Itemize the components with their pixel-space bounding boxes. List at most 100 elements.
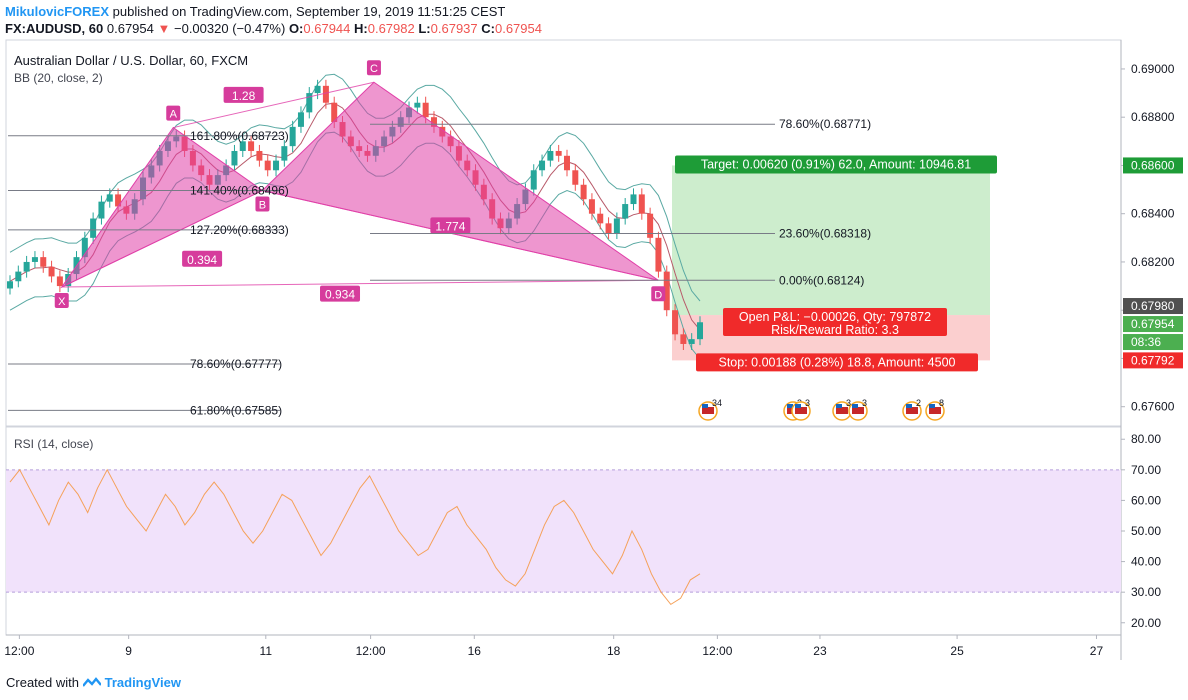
candle — [56, 270, 63, 293]
price-tick-label: 0.68800 — [1131, 110, 1175, 124]
candle — [306, 87, 313, 119]
economic-events[interactable]: 34333328 — [698, 398, 945, 421]
harmonic-triangle — [261, 81, 659, 281]
open-label: O: — [288, 21, 304, 36]
target-label: Target: 0.00620 (0.91%) 62.0, Amount: 10… — [675, 155, 997, 174]
fib-label: 23.60%(0.68318) — [779, 226, 871, 240]
candle — [264, 154, 271, 177]
low-value: 0.67937 — [430, 21, 478, 36]
position-profit-zone[interactable] — [672, 165, 990, 316]
event-flag-icon[interactable]: 34 — [698, 398, 722, 421]
candle — [597, 207, 604, 230]
candle — [273, 154, 280, 177]
candle — [414, 96, 421, 114]
candle — [15, 265, 22, 288]
bb-upper-line — [9, 73, 701, 302]
svg-text:8: 8 — [939, 398, 944, 408]
rsi-tick-label: 50.00 — [1131, 524, 1161, 538]
time-tick-label: 18 — [607, 644, 621, 658]
price-tag: 08:36 — [1123, 334, 1183, 351]
svg-text:0.67792: 0.67792 — [1131, 353, 1175, 367]
rsi-tick-label: 60.00 — [1131, 493, 1161, 507]
candle — [580, 178, 587, 206]
candle — [655, 231, 662, 278]
svg-text:3: 3 — [805, 398, 810, 408]
close-value: 0.67954 — [494, 21, 542, 36]
price-tags: 0.68600 0.67980 0.67954 08:36 0.67792 — [1123, 157, 1183, 369]
time-tick-label: 9 — [125, 644, 132, 658]
bb-legend: BB (20, close, 2) — [14, 71, 103, 85]
rsi-series — [9, 468, 701, 606]
last-price: 0.67954 — [106, 21, 154, 36]
svg-text:Open P&L: −0.00026, Qty: 79787: Open P&L: −0.00026, Qty: 797872 — [739, 310, 931, 324]
fibonacci-levels: 161.80%(0.68723) 141.40%(0.68496) 127.20%(… — [8, 117, 871, 417]
tradingview-brand[interactable]: TradingView — [104, 675, 181, 690]
event-flag-icon[interactable]: 2 — [902, 398, 922, 421]
svg-text:3: 3 — [846, 398, 851, 408]
candle — [572, 164, 579, 191]
publish-header: MikulovicFOREX published on TradingView.… — [5, 4, 505, 19]
candle — [613, 212, 620, 240]
time-tick-label: 11 — [260, 644, 273, 658]
event-flag-icon[interactable]: 3 — [832, 398, 852, 421]
event-flag-icon[interactable]: 3 — [848, 398, 868, 421]
candle — [239, 135, 246, 158]
fib-label: 78.60%(0.67777) — [190, 357, 282, 371]
svg-text:2: 2 — [916, 398, 921, 408]
rsi-tick-label: 70.00 — [1131, 463, 1161, 477]
rsi-tick-label: 20.00 — [1131, 616, 1161, 630]
price-tag: 0.67954 — [1123, 316, 1183, 333]
svg-text:1.774: 1.774 — [435, 219, 465, 233]
svg-text:Stop: 0.00188 (0.28%) 18.8, Am: Stop: 0.00188 (0.28%) 18.8, Amount: 4500 — [719, 355, 956, 369]
candle — [48, 260, 55, 283]
author-name[interactable]: MikulovicFOREX — [5, 4, 110, 19]
candle — [547, 144, 554, 167]
candle — [322, 79, 329, 109]
harmonic-point-b: B — [255, 196, 270, 212]
candle — [231, 144, 238, 172]
candle — [31, 251, 38, 268]
candle — [297, 106, 304, 133]
candle — [90, 212, 97, 244]
fib-label: 0.00%(0.68124) — [779, 273, 864, 287]
svg-text:0.934: 0.934 — [325, 288, 355, 302]
candle — [663, 265, 670, 317]
low-label: L: — [418, 21, 431, 36]
svg-text:C: C — [370, 63, 378, 75]
harmonic-ratio-label: 1.774 — [430, 217, 471, 234]
svg-text:08:36: 08:36 — [1131, 335, 1161, 349]
event-flag-icon[interactable]: 8 — [925, 398, 945, 421]
open-value: 0.67944 — [303, 21, 351, 36]
candle — [555, 144, 562, 162]
harmonic-ratio-label: 0.394 — [182, 250, 223, 267]
svg-text:0.67980: 0.67980 — [1131, 299, 1175, 313]
candle — [248, 135, 255, 158]
svg-text:B: B — [259, 200, 266, 212]
high-value: 0.67982 — [367, 21, 415, 36]
svg-text:0.68600: 0.68600 — [1131, 158, 1175, 172]
fib-label: 141.40%(0.68496) — [190, 184, 289, 198]
event-flag-icon[interactable]: 3 — [791, 398, 811, 421]
rsi-line — [9, 468, 701, 606]
time-tick-label: 23 — [813, 644, 827, 658]
harmonic-pattern[interactable]: X A B C D 0.394 1.28 1.774 0.934 — [54, 60, 666, 309]
candle — [697, 316, 703, 346]
candle — [106, 188, 113, 208]
symbol-label: FX:AUDUSD, 60 — [5, 21, 104, 36]
created-with-text: Created with — [6, 675, 79, 690]
harmonic-leg — [61, 279, 659, 288]
candle — [622, 198, 629, 225]
candle — [23, 255, 30, 278]
harmonic-leg — [61, 190, 263, 288]
close-label: C: — [481, 21, 495, 36]
price-tick-label: 0.69000 — [1131, 62, 1175, 76]
candle — [289, 120, 296, 153]
candle — [688, 333, 695, 351]
candle — [530, 164, 537, 196]
harmonic-point-c: C — [366, 60, 381, 76]
price-tag: 0.67980 — [1123, 298, 1183, 315]
candle — [680, 328, 687, 351]
time-tick-label: 25 — [950, 644, 964, 658]
tradingview-logo-icon — [82, 677, 101, 687]
